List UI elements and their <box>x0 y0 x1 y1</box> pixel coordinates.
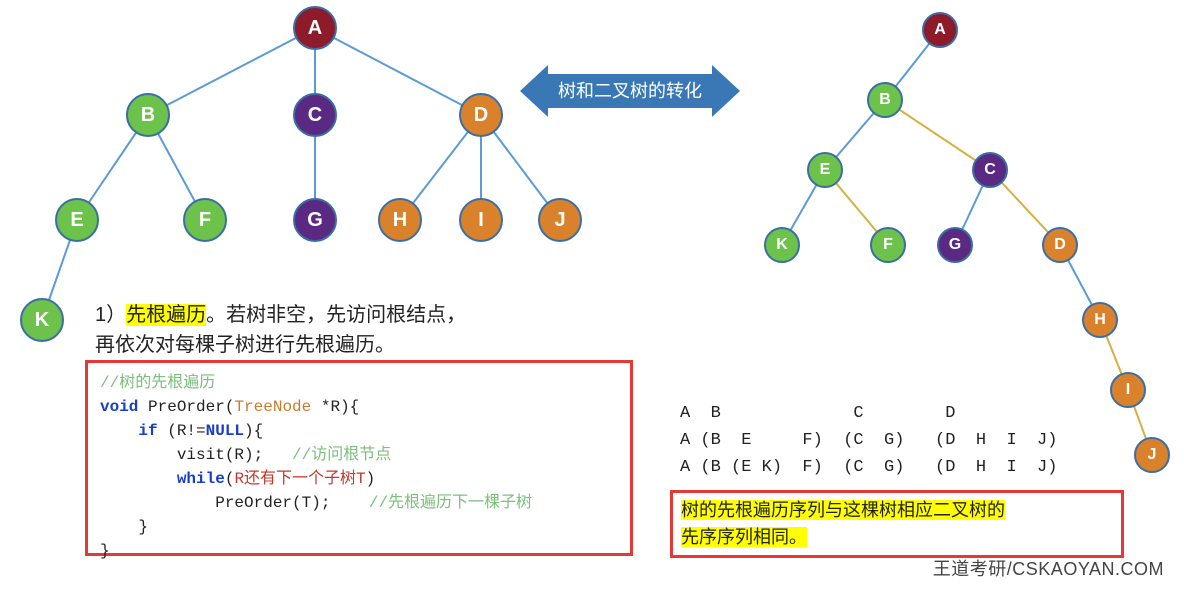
node-g: G <box>293 198 337 242</box>
banner-text: 树和二叉树的转化 <box>548 74 712 108</box>
traversal-sequences: A B C D A (B E F) (C G) (D H I J) A (B (… <box>680 400 1057 482</box>
node-e: E <box>807 152 843 188</box>
node-d: D <box>1042 227 1078 263</box>
preorder-code: //树的先根遍历 void PreOrder(TreeNode *R){ if … <box>100 371 618 563</box>
footer-watermark: 王道考研/CSKAOYAN.COM <box>933 555 1164 581</box>
node-k: K <box>20 298 64 342</box>
arrow-right-head <box>712 65 740 117</box>
node-b: B <box>126 93 170 137</box>
node-h: H <box>378 198 422 242</box>
desc-rest1: 。若树非空，先访问根结点， <box>206 304 466 326</box>
node-a: A <box>293 6 337 50</box>
node-f: F <box>870 227 906 263</box>
node-b: B <box>867 82 903 118</box>
node-h: H <box>1082 302 1118 338</box>
preroot-description: 1）先根遍历。若树非空，先访问根结点， 再依次对每棵子树进行先根遍历。 <box>95 300 466 360</box>
node-j: J <box>1134 437 1170 473</box>
node-a: A <box>922 12 958 48</box>
node-g: G <box>937 227 973 263</box>
conversion-arrow-banner: 树和二叉树的转化 <box>520 65 740 117</box>
preorder-code-box: //树的先根遍历 void PreOrder(TreeNode *R){ if … <box>85 360 633 556</box>
node-j: J <box>538 198 582 242</box>
node-c: C <box>972 152 1008 188</box>
desc-rest2: 再依次对每棵子树进行先根遍历。 <box>95 334 395 356</box>
node-i: I <box>459 198 503 242</box>
desc-prefix: 1） <box>95 304 126 326</box>
node-c: C <box>293 93 337 137</box>
node-e: E <box>55 198 99 242</box>
equivalence-note-box: 树的先根遍历序列与这棵树相应二叉树的 先序序列相同。 <box>670 490 1124 558</box>
arrow-left-head <box>520 65 548 117</box>
note-line2: 先序序列相同。 <box>681 527 807 547</box>
node-k: K <box>764 227 800 263</box>
node-f: F <box>183 198 227 242</box>
node-d: D <box>459 93 503 137</box>
desc-highlight: 先根遍历 <box>126 304 206 326</box>
node-i: I <box>1110 372 1146 408</box>
note-line1: 树的先根遍历序列与这棵树相应二叉树的 <box>681 500 1005 520</box>
